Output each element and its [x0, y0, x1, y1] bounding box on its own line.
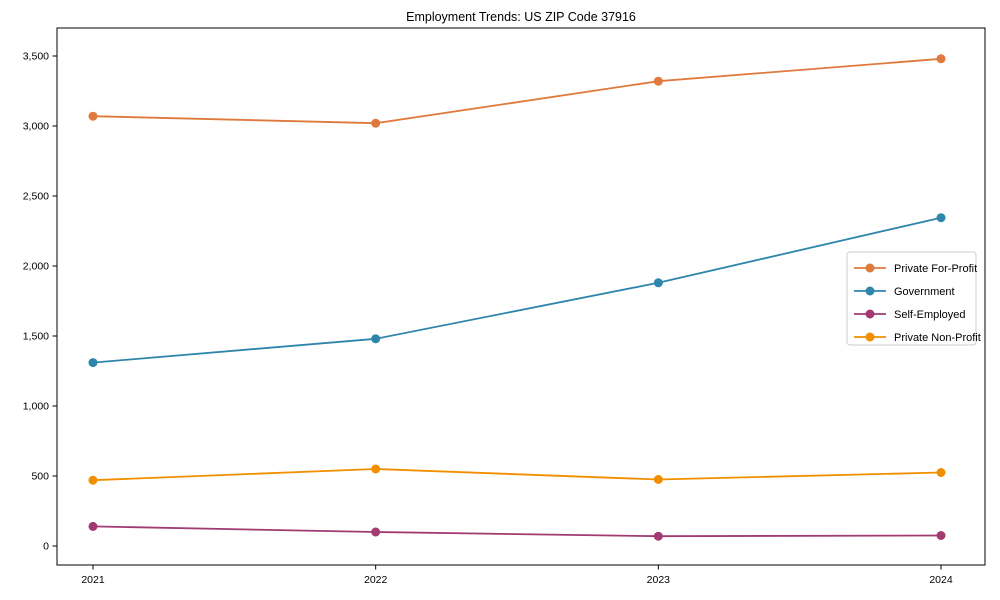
series-marker	[371, 334, 381, 344]
series-marker	[653, 76, 663, 86]
series-marker	[88, 475, 98, 485]
series-marker	[371, 527, 381, 537]
series-line-private-for-profit	[92, 57, 942, 125]
series-marker	[653, 475, 663, 484]
x-axis-tick-label: 2023	[647, 574, 671, 586]
series-line-self-employed	[92, 525, 942, 538]
y-axis-tick-label: 0	[43, 541, 49, 553]
series-line-government	[92, 216, 942, 364]
y-axis-tick-label: 3,500	[23, 51, 49, 63]
series-marker	[936, 531, 946, 540]
series-marker	[936, 213, 946, 223]
y-axis-tick-label: 1,000	[23, 401, 49, 413]
legend-marker-icon	[865, 286, 875, 296]
legend-item-label: Government	[894, 286, 955, 298]
legend-item-label: Private Non-Profit	[894, 332, 981, 344]
series-marker	[371, 464, 381, 474]
legend: Private For-Profit Government Self-Employe…	[846, 251, 981, 346]
plot-frame	[56, 27, 986, 566]
series-marker	[88, 521, 98, 531]
legend-item-label: Private For-Profit	[894, 263, 977, 275]
series-line-private-non-profit	[92, 468, 942, 482]
series-marker	[371, 118, 381, 128]
chart-title: Employment Trends: US ZIP Code 37916	[406, 10, 636, 24]
x-axis-tick-label: 2024	[929, 574, 953, 586]
series-marker	[88, 358, 98, 368]
axes-layer: 0 500 1,000 1,500 2,000 2,500 3,000 3,500 2021 20…	[23, 27, 986, 586]
legend-item-label: Self-Employed	[894, 309, 966, 321]
y-axis-tick-label: 3,000	[23, 121, 49, 133]
series-layer	[88, 54, 946, 541]
series-marker	[936, 54, 946, 64]
y-axis-tick-label: 2,000	[23, 261, 49, 273]
series-marker	[936, 468, 946, 477]
legend-box	[846, 251, 977, 346]
y-axis-tick-label: 1,500	[23, 331, 49, 343]
x-axis-tick-label: 2022	[364, 574, 388, 586]
series-marker	[653, 531, 663, 541]
y-axis-tick-label: 2,500	[23, 191, 49, 203]
series-marker	[88, 111, 98, 121]
x-axis-tick-label: 2021	[81, 574, 105, 586]
legend-marker-icon	[865, 332, 875, 342]
legend-marker-icon	[865, 263, 875, 273]
legend-marker-icon	[865, 309, 875, 319]
series-marker	[653, 278, 663, 288]
y-axis-tick-label: 500	[31, 471, 49, 483]
